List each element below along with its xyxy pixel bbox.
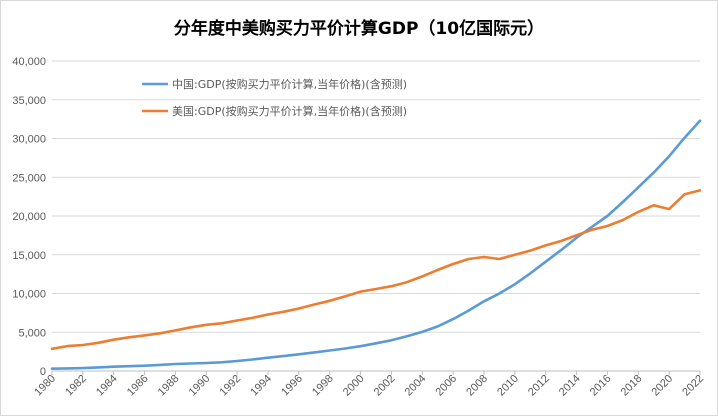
x-tick-label: 2010 bbox=[495, 373, 521, 399]
legend-label-usa: 美国:GDP(按购买力平价计算,当年价格)(含预测) bbox=[172, 104, 407, 118]
y-tick-label: 25,000 bbox=[12, 172, 46, 184]
y-tick-label: 35,000 bbox=[12, 95, 46, 107]
x-tick-label: 2016 bbox=[588, 373, 614, 399]
y-tick-label: 40,000 bbox=[12, 56, 46, 68]
x-tick-label: 1992 bbox=[217, 373, 243, 399]
x-tick-label: 1980 bbox=[32, 373, 58, 399]
x-tick-label: 1982 bbox=[63, 373, 89, 399]
y-tick-label: 10,000 bbox=[12, 289, 46, 301]
chart-title: 分年度中美购买力平价计算GDP（10亿国际元） bbox=[173, 19, 545, 39]
x-tick-label: 2020 bbox=[649, 373, 675, 399]
x-tick-label: 1984 bbox=[94, 373, 120, 399]
x-tick-label: 2014 bbox=[557, 373, 583, 399]
x-tick-label: 2018 bbox=[619, 373, 645, 399]
x-tick-label: 2006 bbox=[433, 373, 459, 399]
x-tick-label: 1990 bbox=[187, 373, 213, 399]
x-tick-label: 2008 bbox=[464, 373, 490, 399]
x-tick-label: 1998 bbox=[310, 373, 336, 399]
y-tick-label: 15,000 bbox=[12, 250, 46, 262]
series-line-usa bbox=[50, 189, 702, 351]
y-tick-label: 30,000 bbox=[12, 134, 46, 146]
x-tick-label: 2012 bbox=[526, 373, 552, 399]
x-tick-label: 1996 bbox=[279, 373, 305, 399]
y-tick-label: 5,000 bbox=[18, 327, 46, 339]
x-tick-label: 1988 bbox=[156, 373, 182, 399]
x-tick-label: 2002 bbox=[372, 373, 398, 399]
series-line-china bbox=[50, 119, 702, 370]
x-tick-label: 2004 bbox=[403, 373, 429, 399]
x-tick-label: 1994 bbox=[248, 373, 274, 399]
y-tick-label: 20,000 bbox=[12, 211, 46, 223]
x-tick-label: 2022 bbox=[680, 373, 706, 399]
legend-label-china: 中国:GDP(按购买力平价计算,当年价格)(含预测) bbox=[172, 77, 407, 91]
x-tick-label: 1986 bbox=[125, 373, 151, 399]
y-tick-label: 0 bbox=[40, 366, 46, 378]
x-tick-label: 2000 bbox=[341, 373, 367, 399]
